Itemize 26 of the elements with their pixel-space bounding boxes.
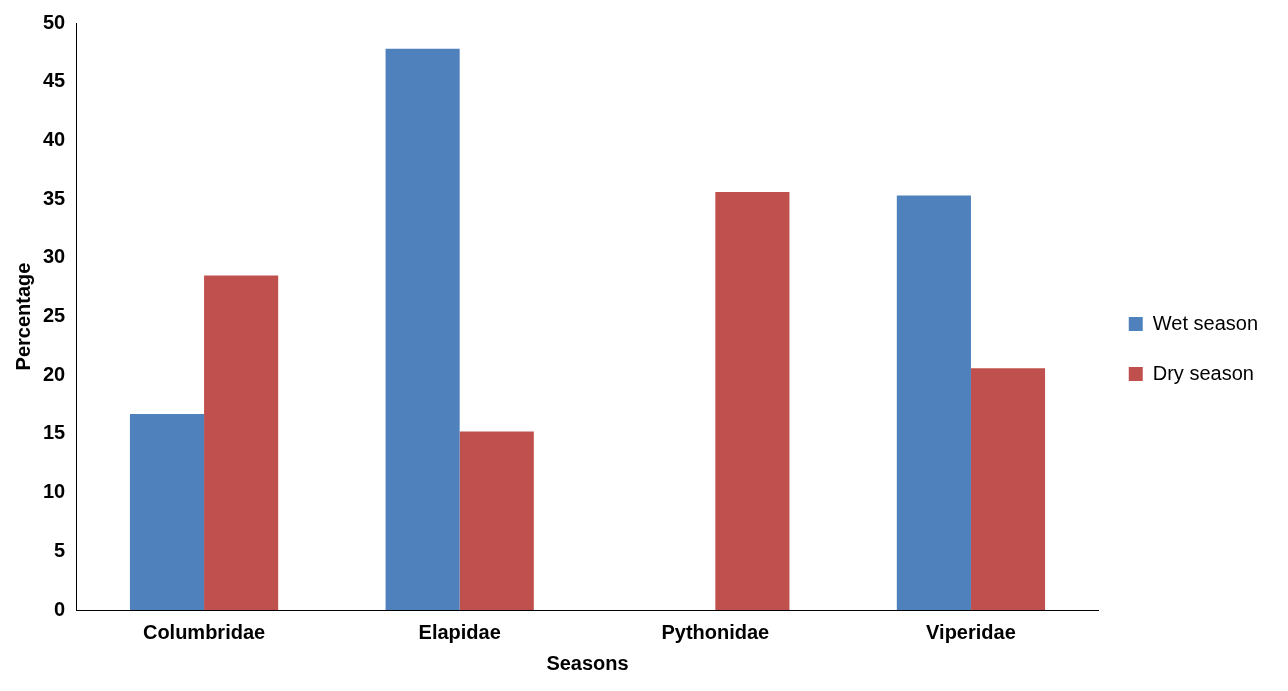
- legend-label: Wet season: [1152, 311, 1259, 334]
- x-axis-title: Seasons: [546, 651, 629, 674]
- bar: [970, 368, 1046, 610]
- bar: [385, 48, 460, 610]
- y-tick-label: 50: [43, 10, 66, 33]
- y-tick-label: 45: [43, 69, 66, 92]
- y-tick-label: 10: [43, 480, 66, 503]
- y-tick-label: 35: [43, 186, 66, 209]
- y-tick-label: 20: [43, 362, 66, 385]
- bar: [459, 431, 534, 610]
- y-tick-label: 5: [54, 538, 66, 561]
- y-tick-label: 25: [43, 304, 66, 327]
- y-tick-label: 15: [43, 421, 66, 444]
- bar: [204, 275, 279, 610]
- x-tick-label: Elapidae: [418, 620, 501, 643]
- legend-label: Dry season: [1152, 361, 1254, 384]
- bar: [129, 413, 205, 610]
- y-tick-label: 0: [54, 597, 66, 620]
- x-tick-label: Viperidae: [926, 620, 1016, 643]
- y-tick-label: 30: [43, 245, 66, 268]
- bar: [715, 192, 790, 610]
- bar: [896, 195, 971, 610]
- x-tick-label: Pythonidae: [661, 620, 770, 643]
- y-tick-label: 40: [43, 127, 66, 150]
- y-axis-title: Percentage: [11, 262, 34, 371]
- x-tick-label: Columbridae: [142, 620, 266, 643]
